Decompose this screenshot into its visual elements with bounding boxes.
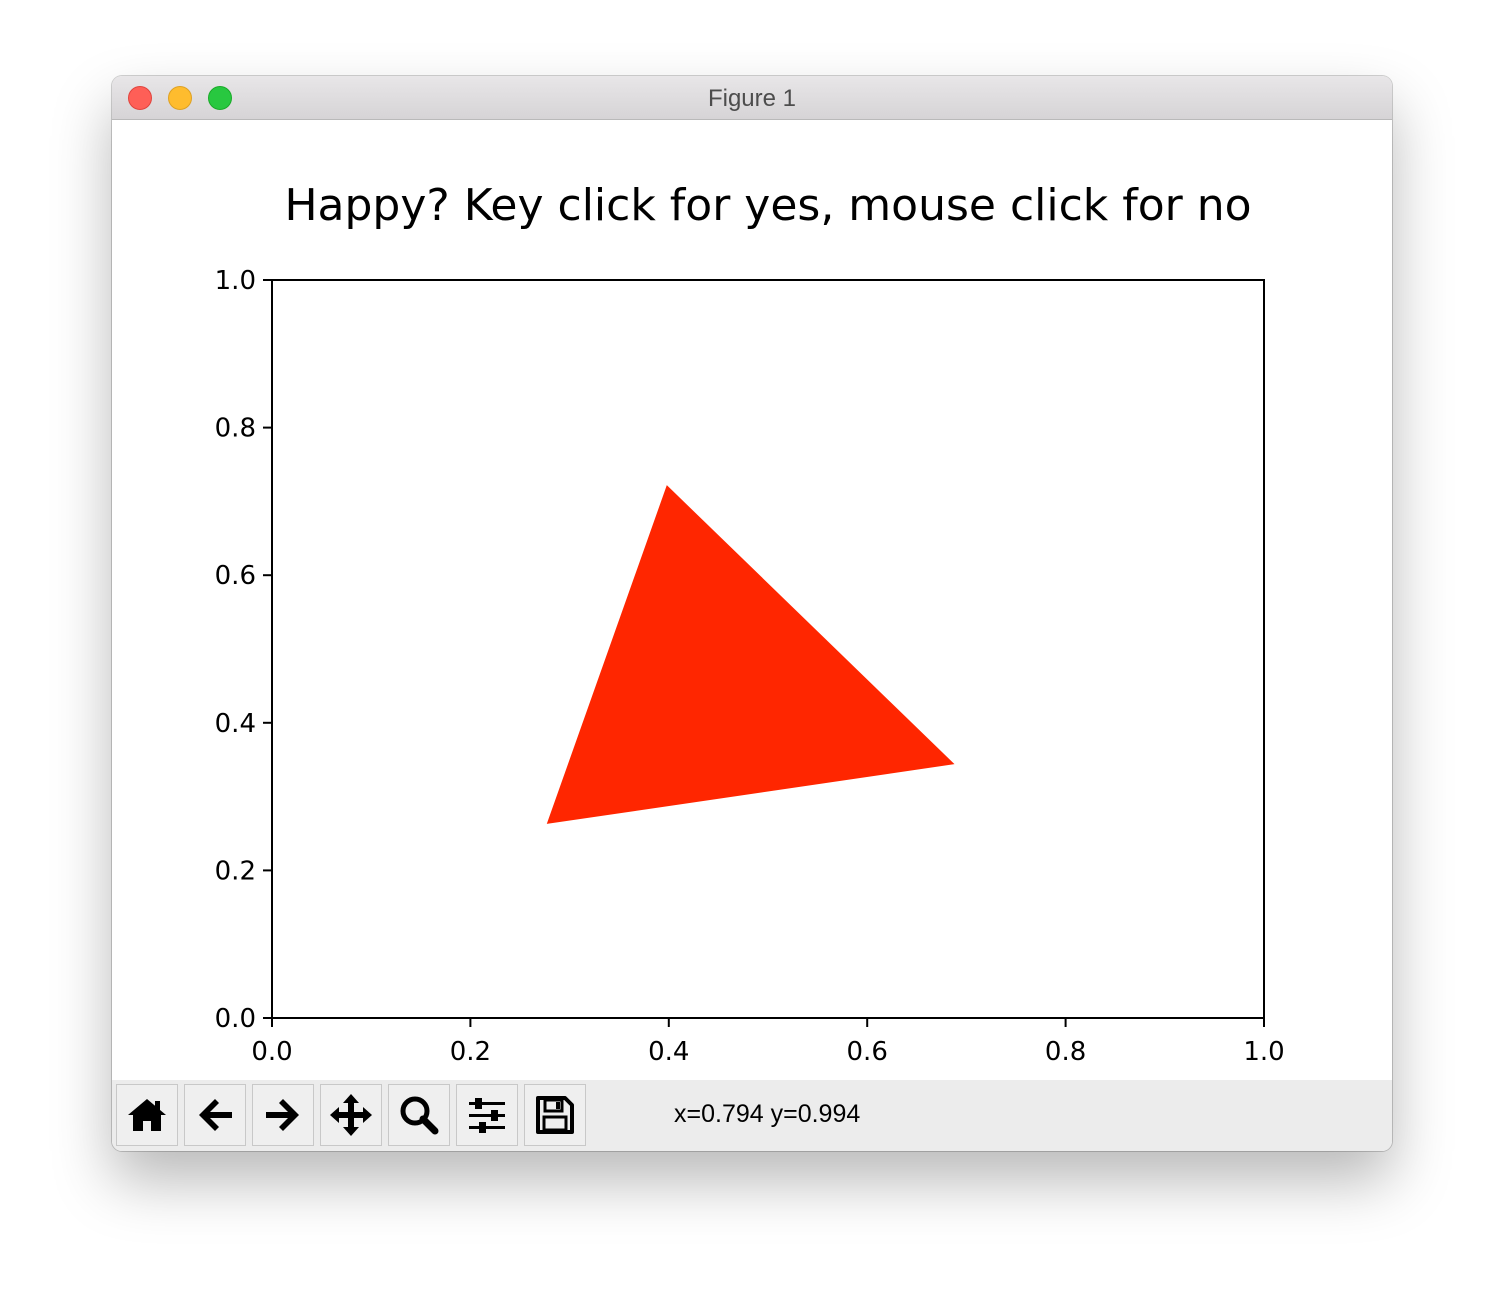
x-tick-label: 1.0 (1243, 1037, 1284, 1067)
figure-canvas[interactable]: Happy? Key click for yes, mouse click fo… (112, 120, 1392, 1080)
save-button[interactable] (524, 1084, 586, 1146)
window-title: Figure 1 (707, 85, 797, 112)
configure-subplots-button[interactable] (456, 1084, 518, 1146)
cursor-coordinates: x=0.794 y=0.994 (674, 1100, 861, 1128)
arrow-right-icon (266, 1099, 299, 1131)
arrow-left-icon (199, 1099, 232, 1131)
magnifier-icon (400, 1096, 439, 1135)
title-bar[interactable]: Figure 1 (112, 76, 1392, 120)
home-button[interactable] (116, 1084, 178, 1146)
y-tick-label: 0.8 (215, 414, 256, 444)
x-tick-label: 0.2 (450, 1037, 491, 1067)
y-tick-label: 0.0 (215, 1004, 256, 1034)
y-tick-label: 0.4 (215, 709, 256, 739)
move-icon (330, 1094, 372, 1136)
close-window-button[interactable] (128, 86, 152, 110)
back-button[interactable] (184, 1084, 246, 1146)
red-triangle-patch (546, 485, 955, 824)
y-tick-label: 0.2 (215, 856, 256, 886)
sliders-icon (469, 1098, 505, 1133)
plot-svg[interactable]: Happy? Key click for yes, mouse click fo… (112, 120, 1392, 1080)
data-layer (546, 485, 955, 824)
y-tick-label: 1.0 (215, 266, 256, 296)
y-tick-label: 0.6 (215, 561, 256, 591)
x-tick-label: 0.0 (251, 1037, 292, 1067)
x-tick-label: 0.8 (1045, 1037, 1086, 1067)
x-tick-label: 0.6 (847, 1037, 888, 1067)
axes-frame (271, 279, 1265, 1019)
maximize-window-button[interactable] (208, 86, 232, 110)
forward-button[interactable] (252, 1084, 314, 1146)
navigation-toolbar: x=0.794 y=0.994 (112, 1080, 1392, 1151)
y-axis: 0.0 0.2 0.4 0.6 0.8 1.0 (215, 266, 272, 1034)
floppy-disk-icon (536, 1096, 574, 1134)
x-tick-label: 0.4 (648, 1037, 689, 1067)
minimize-window-button[interactable] (168, 86, 192, 110)
home-icon (128, 1099, 166, 1131)
x-axis: 0.0 0.2 0.4 0.6 0.8 1.0 (251, 1018, 1285, 1067)
chart-title: Happy? Key click for yes, mouse click fo… (284, 180, 1251, 231)
figure-window: Figure 1 Happy? Key click for yes, mouse… (112, 76, 1392, 1151)
pan-button[interactable] (320, 1084, 382, 1146)
zoom-button[interactable] (388, 1084, 450, 1146)
